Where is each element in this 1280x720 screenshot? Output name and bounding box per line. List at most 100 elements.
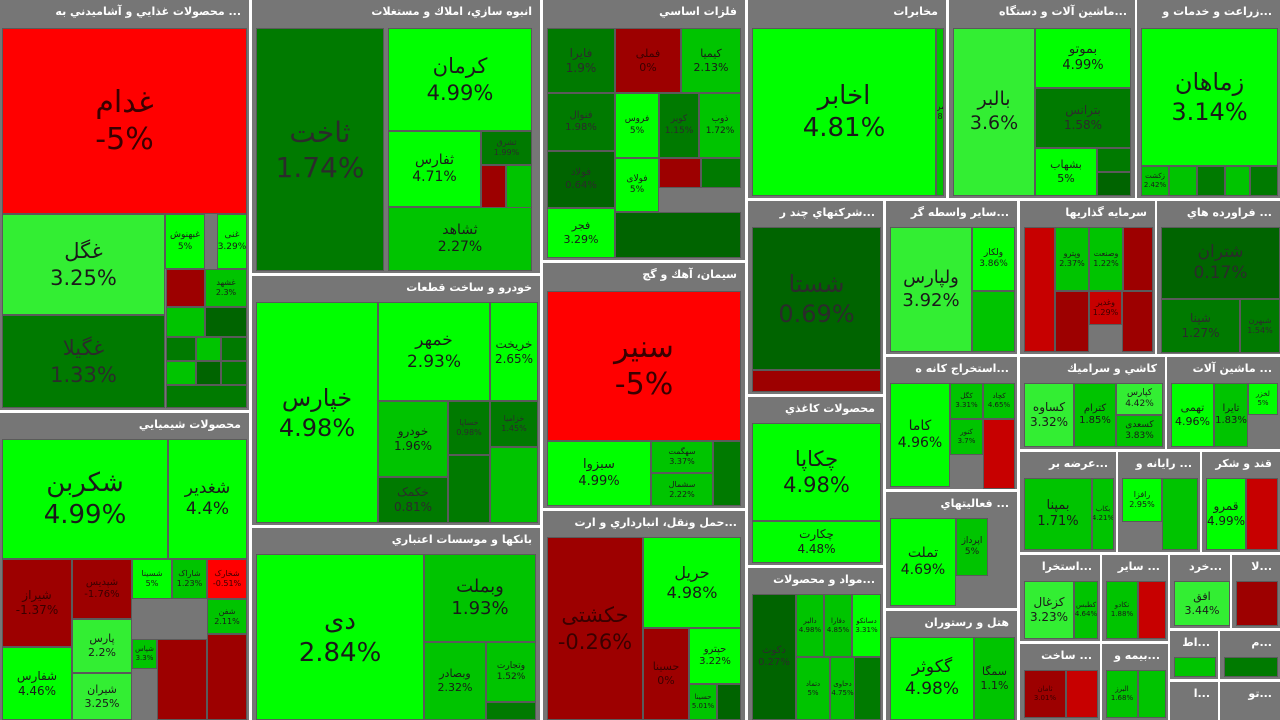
stock-tile[interactable]: کسعدی 3.83%	[1116, 415, 1163, 447]
stock-tile[interactable]: کویر 1.15%	[659, 93, 699, 158]
stock-tile[interactable]: شاراک 1.23%	[172, 559, 207, 599]
sector-title[interactable]: ...خرد	[1189, 560, 1222, 573]
stock-tile[interactable]: کنور 3.7%	[950, 419, 983, 455]
stock-tile[interactable]: وپترو 2.37%	[1055, 227, 1089, 291]
stock-tile[interactable]: اپرداز 5%	[956, 518, 988, 576]
stock-tile[interactable]: وبملت 1.93%	[424, 554, 536, 642]
stock-tile[interactable]: فجر 3.29%	[547, 208, 615, 258]
stock-tile[interactable]: زکشت 2.42%	[1141, 166, 1169, 196]
stock-tile[interactable]: شپدیس -1.76%	[72, 559, 132, 619]
stock-tile-minor[interactable]	[1225, 166, 1250, 196]
stock-tile[interactable]: غگل 3.25%	[2, 214, 165, 315]
stock-tile[interactable]: فنوال 1.98%	[547, 93, 615, 151]
stock-tile[interactable]: فولاد 0.64%	[547, 151, 615, 208]
sector-title[interactable]: ...زراعت و خدمات و	[1162, 5, 1272, 18]
stock-tile-minor[interactable]	[207, 634, 247, 720]
stock-tile-minor[interactable]	[1066, 670, 1098, 718]
stock-tile[interactable]: خزامیا 1.45%	[490, 401, 538, 447]
stock-tile[interactable]: کگل 3.31%	[950, 383, 983, 419]
stock-tile[interactable]: قمرو 4.99%	[1206, 478, 1246, 550]
stock-tile[interactable]: غگیلا 1.33%	[2, 315, 165, 408]
stock-tile[interactable]: فایرا 1.9%	[547, 28, 615, 93]
stock-tile[interactable]: شکربن 4.99%	[2, 439, 168, 559]
stock-tile-minor[interactable]	[713, 441, 741, 506]
sector-title[interactable]: ...عرضه بر	[1049, 457, 1108, 470]
sector-title[interactable]: ...ساير واسطه گر	[910, 206, 1009, 219]
sector-title[interactable]: كاشي و سراميك	[1067, 362, 1157, 375]
stock-tile[interactable]: ذوب 1.72%	[699, 93, 741, 158]
stock-tile-minor[interactable]	[1197, 166, 1225, 196]
stock-tile[interactable]: شتران 0.17%	[1161, 227, 1280, 299]
stock-tile[interactable]: خودرو 1.96%	[378, 401, 448, 477]
stock-tile-minor[interactable]	[752, 370, 881, 392]
stock-tile[interactable]: فملی 0%	[615, 28, 681, 93]
stock-tile[interactable]: وبصادر 2.32%	[424, 642, 486, 720]
stock-tile-minor[interactable]	[972, 291, 1015, 352]
stock-tile[interactable]: غنی 3.29%	[217, 214, 247, 269]
stock-tile[interactable]: شفن 2.11%	[207, 599, 247, 634]
stock-tile-minor[interactable]	[1055, 291, 1089, 352]
stock-tile[interactable]: شخارک -0.51%	[207, 559, 247, 599]
stock-tile[interactable]: کرمان 4.99%	[388, 28, 532, 131]
stock-tile[interactable]: سنیر -5%	[547, 291, 741, 441]
stock-tile-minor[interactable]	[983, 419, 1015, 489]
sector-title[interactable]: انبوه سازي، املاك و مستغلات	[371, 5, 532, 18]
sector-title[interactable]: ...ماشين آلات و دستگاه	[999, 5, 1127, 18]
stock-tile[interactable]: شسینا 5%	[132, 559, 172, 599]
stock-tile[interactable]: دفارا 4.85%	[824, 594, 852, 657]
sector-title[interactable]: ... رايانه و	[1135, 457, 1192, 470]
stock-tile-minor[interactable]	[1236, 581, 1278, 626]
stock-tile[interactable]: ثاخت 1.74%	[256, 28, 384, 271]
stock-tile[interactable]: شبهرن 1.54%	[1240, 299, 1280, 353]
stock-tile-minor[interactable]	[1138, 670, 1166, 718]
stock-tile[interactable]: چکارت 4.48%	[752, 521, 881, 563]
stock-tile-minor[interactable]	[1246, 478, 1278, 550]
sector-title[interactable]: قند و شكر	[1215, 457, 1272, 470]
sector-title[interactable]: ...تو	[1248, 687, 1272, 700]
stock-tile[interactable]: ثفارس 4.71%	[388, 131, 481, 207]
stock-tile-minor[interactable]	[1024, 227, 1055, 352]
stock-tile[interactable]: وصنعت 1.22%	[1089, 227, 1123, 291]
stock-tile[interactable]: دکوث 0.27%	[752, 594, 796, 720]
stock-tile[interactable]: تملت 4.69%	[890, 518, 956, 606]
sector-title[interactable]: ...ا	[1193, 687, 1210, 700]
stock-tile-minor[interactable]	[166, 269, 205, 307]
stock-tile[interactable]: بموتو 4.99%	[1035, 28, 1131, 88]
stock-tile[interactable]: ولکار 3.86%	[972, 227, 1015, 291]
sector-title[interactable]: ...استخرا	[1041, 560, 1092, 573]
stock-tile-minor[interactable]	[490, 447, 538, 523]
stock-tile[interactable]: تهمی 4.96%	[1171, 383, 1214, 447]
stock-tile-minor[interactable]	[166, 337, 196, 361]
stock-tile-minor[interactable]	[1250, 166, 1278, 196]
stock-tile[interactable]: خریخت 2.65%	[490, 302, 538, 401]
stock-tile-minor[interactable]	[481, 165, 506, 213]
sector-title[interactable]: خودرو و ساخت قطعات	[406, 281, 532, 294]
stock-tile-minor[interactable]	[196, 337, 221, 361]
stock-tile[interactable]: حپترو 3.22%	[689, 628, 741, 684]
stock-tile-minor[interactable]	[659, 158, 701, 188]
stock-tile-minor[interactable]	[1097, 172, 1131, 196]
stock-tile-minor[interactable]	[1224, 657, 1278, 677]
stock-tile[interactable]: ثامان 3.01%	[1024, 670, 1066, 718]
stock-tile[interactable]: بمپنا 1.71%	[1024, 478, 1092, 550]
sector-title[interactable]: فلزات اساسي	[659, 5, 737, 18]
stock-tile[interactable]: سشمال 2.22%	[651, 473, 713, 506]
stock-tile-minor[interactable]	[166, 307, 205, 337]
stock-tile[interactable]: خکمک 0.81%	[378, 477, 448, 523]
stock-tile-minor[interactable]	[157, 639, 207, 720]
stock-tile[interactable]: سبزوا 4.99%	[547, 441, 651, 506]
sector-title[interactable]: ...حمل ونقل، انبارداري و ارت	[574, 516, 737, 529]
stock-tile[interactable]: تایرا 1.83%	[1214, 383, 1248, 447]
stock-tile[interactable]: حکشتی -0.26%	[547, 537, 643, 720]
stock-tile[interactable]: خمهر 2.93%	[378, 302, 490, 401]
stock-tile[interactable]: حسینا 5.01%	[689, 684, 717, 720]
stock-tile[interactable]: شستا 0.69%	[752, 227, 881, 370]
stock-tile[interactable]: رافزا 2.95%	[1122, 478, 1162, 522]
sector-title[interactable]: محصولات كاغذي	[784, 402, 875, 415]
sector-title[interactable]: ...لا	[1251, 560, 1272, 573]
stock-tile[interactable]: دحاوی 4.75%	[830, 657, 855, 720]
stock-tile[interactable]: پارس 2.2%	[72, 619, 132, 673]
stock-tile[interactable]: سهگمت 3.37%	[651, 441, 713, 473]
stock-tile[interactable]: حریل 4.98%	[643, 537, 741, 628]
stock-tile-minor[interactable]	[615, 212, 741, 258]
